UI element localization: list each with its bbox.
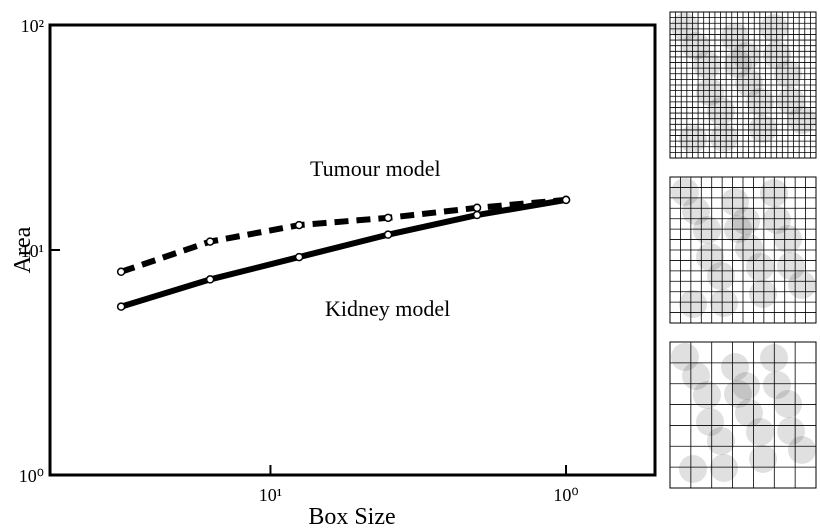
point [116,267,126,277]
point [383,213,393,223]
texture [749,280,777,308]
x-tick-label: 10¹ [259,485,282,505]
annotation: Kidney model [325,296,450,321]
texture [735,399,763,427]
texture [721,188,749,216]
point [294,252,304,262]
y-tick-label: 10² [21,16,44,36]
point [561,195,571,205]
point [205,237,215,246]
texture [732,372,760,400]
point [383,230,393,239]
texture [696,408,724,436]
texture [774,390,802,418]
texture [763,206,791,234]
texture [679,290,707,318]
texture [671,343,699,371]
texture [721,353,749,381]
texture [746,253,774,281]
point [116,302,126,311]
series-line [120,196,567,310]
texture [671,13,699,41]
x-axis-label: Box Size [308,504,395,527]
texture [788,271,816,299]
texture [679,455,707,483]
texture [746,418,774,446]
texture [760,14,788,42]
texture [710,454,738,482]
texture [749,115,777,143]
y-axis-label: Area [10,226,36,273]
texture [777,417,805,445]
texture [724,380,752,408]
texture [763,371,791,399]
texture [707,97,735,125]
texture [693,51,721,79]
texture [707,262,735,290]
texture [710,124,738,152]
texture [679,125,707,153]
series-line [120,196,567,275]
texture [710,289,738,317]
texture [749,445,777,473]
texture [671,178,699,206]
y-tick-label: 10¹ [21,241,44,261]
point [294,220,304,230]
plot-frame [48,23,657,477]
texture [777,87,805,115]
texture [707,427,735,455]
grid-image [669,341,817,489]
texture [682,197,710,225]
texture [732,42,760,70]
texture [682,362,710,390]
texture [788,436,816,464]
texture [721,23,749,51]
y-tick-label: 10⁰ [19,466,44,486]
grid-images [669,11,817,489]
point [472,203,482,213]
annotation: Tumour model [310,156,441,181]
point [205,275,215,284]
texture [732,207,760,235]
texture [693,381,721,409]
texture [693,216,721,244]
x-tick-label: 10⁰ [553,485,578,505]
texture [777,252,805,280]
point [472,210,482,220]
texture [735,234,763,262]
